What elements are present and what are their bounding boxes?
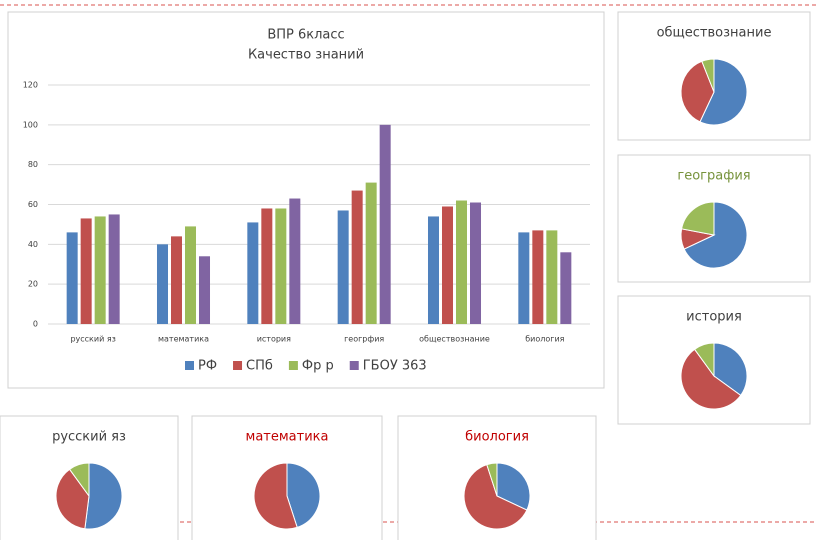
- bar: [94, 216, 106, 324]
- pie-slice: [693, 342, 715, 378]
- legend-swatch: [233, 361, 243, 370]
- pie-slice: [463, 463, 528, 530]
- y-tick-label: 20: [28, 280, 38, 289]
- chart-frame: [7, 11, 605, 389]
- pie-slice: [286, 462, 321, 529]
- bar: [365, 182, 377, 324]
- legend-label: РФ: [198, 359, 217, 374]
- bar: [441, 206, 453, 324]
- pie-title: география: [677, 169, 750, 184]
- pie-slice: [55, 468, 90, 530]
- pie-slice: [699, 58, 748, 126]
- y-tick-label: 120: [23, 81, 38, 90]
- pie-slice: [496, 462, 531, 511]
- bar: [108, 214, 120, 324]
- x-tick-label: геогрфия: [344, 335, 384, 344]
- y-tick-label: 40: [28, 240, 38, 249]
- bar: [289, 198, 301, 324]
- legend-swatch: [288, 361, 298, 370]
- bar: [546, 230, 558, 324]
- bar: [247, 222, 259, 324]
- bar: [66, 232, 78, 324]
- pie-title: русский яз: [52, 430, 126, 445]
- bar: [518, 232, 530, 324]
- x-tick-label: история: [257, 335, 291, 344]
- bar: [337, 210, 349, 324]
- pie-slice: [253, 462, 298, 530]
- pie-slice: [680, 201, 715, 236]
- bar: [532, 230, 544, 324]
- legend-label: Фр р: [302, 359, 334, 374]
- x-tick-label: математика: [158, 335, 209, 344]
- y-tick-label: 80: [28, 160, 38, 169]
- pie-title: математика: [246, 430, 329, 445]
- pie-title: биология: [465, 430, 529, 445]
- bar: [427, 216, 439, 324]
- legend-swatch: [349, 361, 359, 370]
- bar: [156, 244, 168, 324]
- pie-slice: [680, 60, 715, 123]
- pie-slice: [680, 348, 742, 410]
- bar: [456, 200, 468, 324]
- pie-slice: [68, 462, 90, 498]
- legend-label: СПб: [246, 359, 273, 374]
- pie-slice: [683, 201, 748, 269]
- bar: [199, 256, 211, 324]
- legend-swatch: [185, 361, 194, 370]
- x-tick-label: русский яз: [70, 335, 115, 344]
- pie-title: история: [686, 310, 742, 325]
- bar: [351, 190, 363, 324]
- bar: [170, 236, 182, 324]
- pie-slice: [84, 462, 123, 530]
- x-tick-label: обществознание: [419, 335, 490, 344]
- bar: [560, 252, 572, 324]
- y-tick-label: 0: [33, 320, 38, 329]
- y-tick-label: 100: [23, 120, 38, 129]
- bar: [379, 124, 391, 324]
- chart-title: ВПР 6класс: [267, 28, 344, 43]
- x-tick-label: биология: [525, 335, 564, 344]
- pie-slice: [701, 58, 715, 93]
- bar: [261, 208, 273, 324]
- bar: [470, 202, 482, 324]
- pie-slice: [713, 342, 748, 397]
- y-tick-label: 60: [28, 200, 38, 209]
- bar: [185, 226, 197, 324]
- pie-slice: [486, 462, 498, 497]
- bar: [275, 208, 287, 324]
- chart-subtitle: Качество знаний: [248, 48, 364, 63]
- legend-label: ГБОУ 363: [363, 359, 427, 374]
- bar: [80, 218, 92, 324]
- pie-title: обществознание: [657, 26, 772, 41]
